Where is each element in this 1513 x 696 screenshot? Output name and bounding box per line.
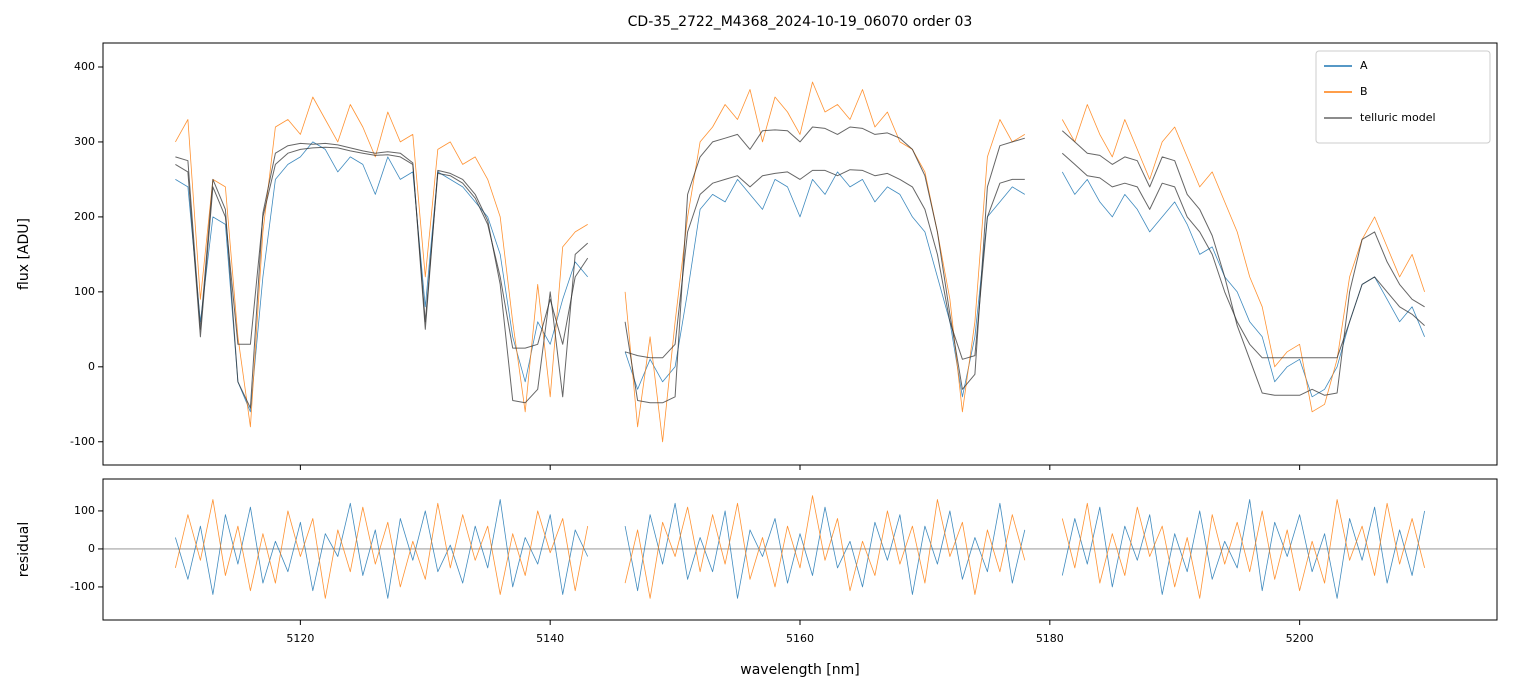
y-tick-label: 300: [74, 135, 95, 148]
chart-title: CD-35_2722_M4368_2024-10-19_06070 order …: [628, 14, 973, 30]
series-line: [175, 495, 1425, 599]
y-tick-label: 100: [74, 285, 95, 298]
x-axis-label: wavelength [nm]: [740, 662, 859, 678]
legend-box: [1315, 50, 1491, 144]
series-line: [175, 141, 1425, 413]
plot-area: [175, 81, 1425, 443]
y-tick-label: 400: [74, 60, 95, 73]
y-axis-label: flux [ADU]: [16, 218, 32, 290]
x-tick-label: 5200: [1286, 632, 1314, 645]
x-tick-label: 5140: [536, 632, 564, 645]
axes-frame: [102, 478, 1498, 621]
series-line: [175, 126, 1425, 409]
x-tick-label: 5180: [1036, 632, 1064, 645]
y-tick-label: 100: [74, 504, 95, 517]
legend-label: telluric model: [1360, 111, 1436, 124]
series-line: [175, 81, 1425, 443]
y-tick-label: -100: [70, 435, 95, 448]
x-tick-label: 5120: [286, 632, 314, 645]
y-axis-label: residual: [16, 522, 32, 577]
legend-label: B: [1360, 85, 1368, 98]
y-tick-label: 0: [88, 360, 95, 373]
axes-frame: [102, 42, 1498, 466]
y-tick-label: 0: [88, 542, 95, 555]
y-tick-label: 200: [74, 210, 95, 223]
series-line: [175, 499, 1425, 599]
y-tick-label: -100: [70, 580, 95, 593]
legend-label: A: [1360, 59, 1368, 72]
x-tick-label: 5160: [786, 632, 814, 645]
plot-area: [103, 495, 1497, 599]
series-line: [175, 146, 1425, 360]
